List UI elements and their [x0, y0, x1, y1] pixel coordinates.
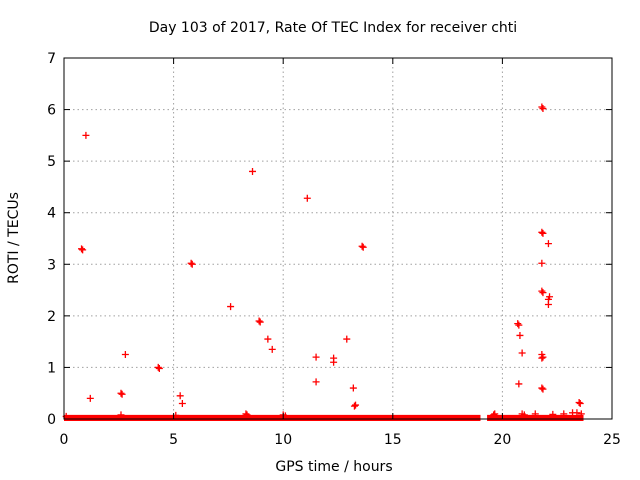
data-point: [516, 331, 524, 339]
data-point: [242, 410, 250, 418]
data-point: [539, 105, 547, 113]
data-point: [243, 411, 251, 419]
data-point: [538, 354, 546, 362]
y-tick-label: 2: [47, 309, 56, 325]
data-point: [154, 363, 162, 371]
y-tick-label: 7: [47, 51, 56, 67]
data-point: [343, 335, 351, 343]
data-points: [62, 103, 585, 420]
data-point: [560, 410, 568, 418]
data-point: [514, 320, 522, 328]
data-point: [86, 394, 94, 402]
data-point: [515, 380, 523, 388]
data-point: [539, 229, 547, 237]
data-point: [268, 345, 276, 353]
data-point: [538, 228, 546, 236]
y-tick-label: 3: [47, 257, 56, 273]
data-point: [227, 303, 235, 311]
data-point: [575, 398, 583, 406]
data-point: [549, 410, 557, 418]
data-point: [312, 378, 320, 386]
x-tick-label: 20: [493, 432, 511, 448]
data-point: [349, 384, 357, 392]
data-point: [515, 321, 523, 329]
data-point: [121, 351, 129, 359]
data-point: [518, 349, 526, 357]
data-point: [576, 400, 584, 408]
x-tick-label: 15: [384, 432, 402, 448]
data-point: [538, 384, 546, 392]
y-axis-label: ROTI / TECUs: [6, 192, 22, 284]
data-point: [312, 353, 320, 361]
data-point: [539, 353, 547, 361]
x-tick-label: 10: [274, 432, 292, 448]
grid-lines: [64, 58, 612, 419]
data-point: [249, 167, 257, 175]
data-point: [538, 259, 546, 267]
data-point: [539, 289, 547, 297]
data-point: [352, 401, 360, 409]
data-point: [573, 409, 581, 417]
baseline-band-segment: [487, 414, 584, 421]
y-tick-label: 1: [47, 360, 56, 376]
data-point: [118, 390, 126, 398]
data-point: [358, 242, 366, 250]
data-point: [539, 385, 547, 393]
data-point: [531, 410, 539, 418]
x-tick-label: 5: [169, 432, 178, 448]
x-tick-label: 25: [603, 432, 621, 448]
data-point: [188, 260, 196, 268]
y-tick-label: 6: [47, 103, 56, 119]
x-tick-label: 0: [60, 432, 69, 448]
data-point: [255, 317, 263, 325]
y-tick-label: 0: [47, 412, 56, 428]
data-point: [78, 245, 86, 253]
data-point: [350, 402, 358, 410]
data-point: [491, 410, 499, 418]
data-point: [264, 335, 272, 343]
data-point: [577, 410, 585, 418]
data-point: [538, 287, 546, 295]
y-tick-label: 5: [47, 154, 56, 170]
data-point: [176, 392, 184, 400]
data-point: [256, 318, 264, 326]
data-point: [546, 293, 554, 301]
chart-title: Day 103 of 2017, Rate Of TEC Index for r…: [149, 20, 517, 36]
plot-frame: [63, 57, 613, 420]
data-point: [155, 364, 163, 372]
data-point: [538, 103, 546, 111]
data-point: [544, 301, 552, 309]
data-point: [178, 400, 186, 408]
data-point: [303, 194, 311, 202]
axis-ticks: 0 5 10 15 20 25 0 1 2 3 4 5 6 7: [47, 51, 621, 448]
baseline-band-segment: [64, 414, 481, 421]
data-point: [187, 259, 195, 267]
data-point: [544, 240, 552, 248]
x-axis-label: GPS time / hours: [275, 459, 392, 475]
data-point: [117, 389, 125, 397]
data-point: [490, 411, 498, 419]
data-point: [520, 411, 528, 419]
data-point: [117, 411, 125, 419]
data-point: [330, 358, 338, 366]
data-point: [79, 246, 87, 254]
baseline-band: [64, 414, 584, 421]
data-point: [359, 243, 367, 251]
data-point: [82, 131, 90, 139]
y-tick-label: 4: [47, 206, 56, 222]
